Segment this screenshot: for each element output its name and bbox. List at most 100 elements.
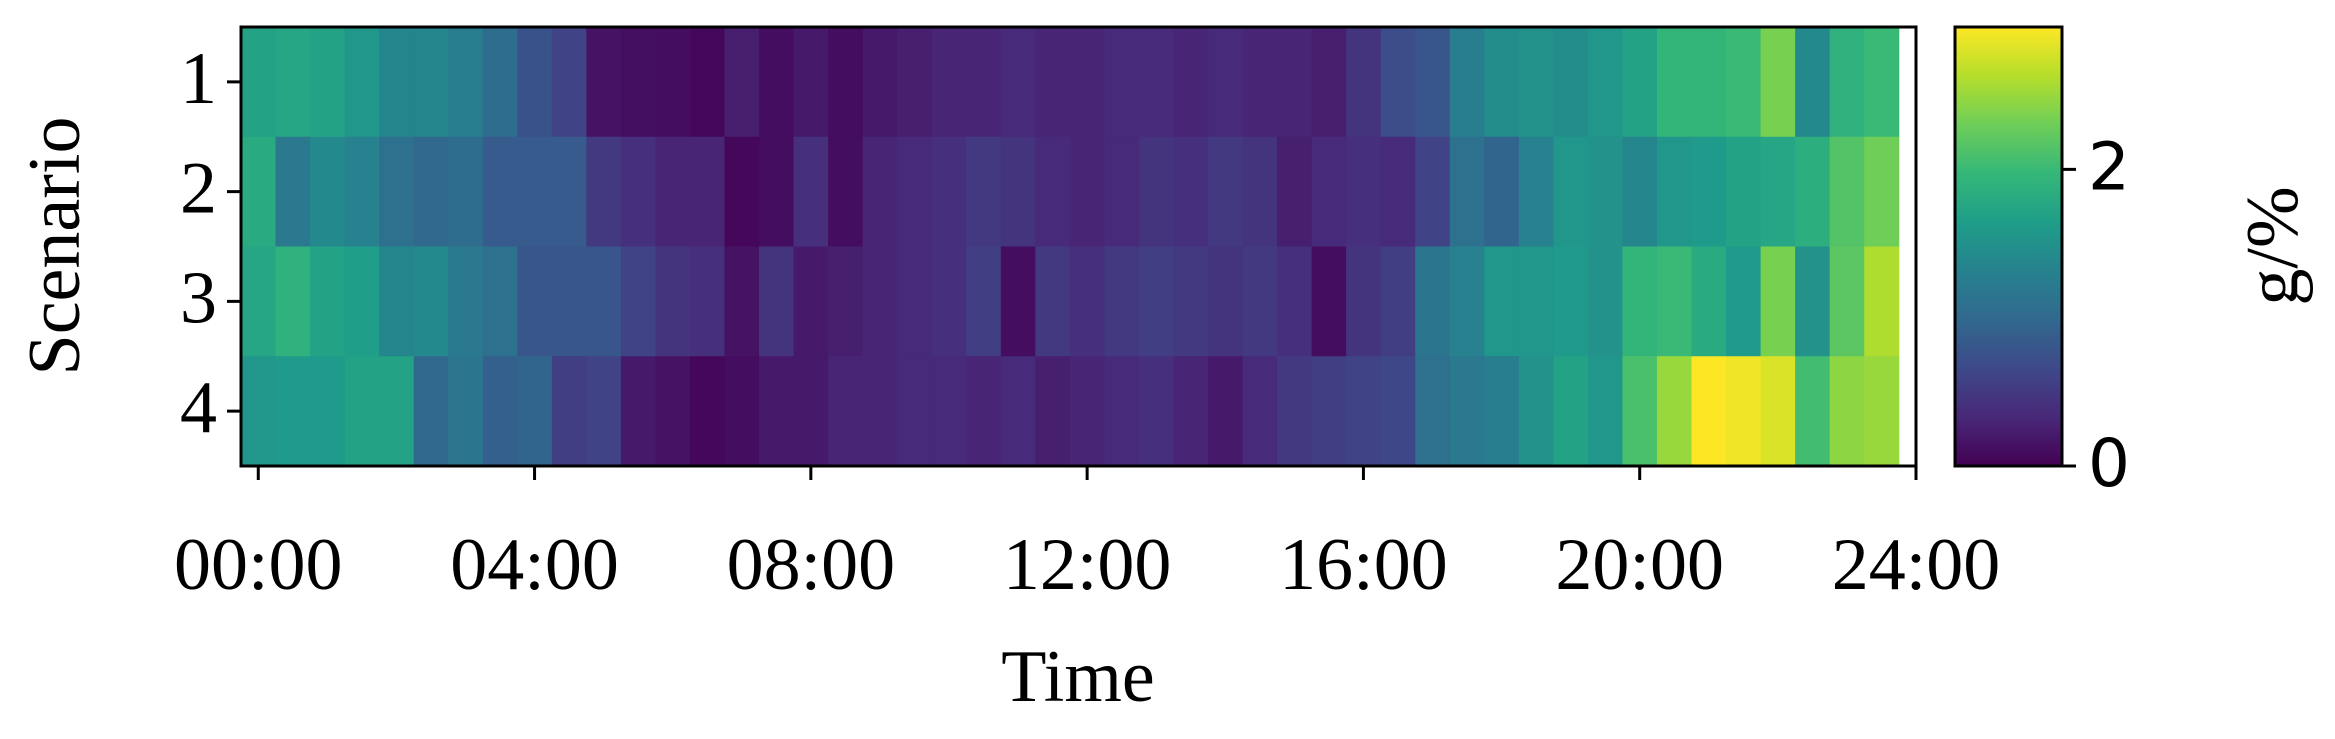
heatmap-cell	[1795, 136, 1831, 248]
heatmap-cell	[1311, 356, 1347, 467]
heatmap-cell	[1795, 356, 1831, 467]
heatmap-cell	[448, 356, 484, 467]
heatmap-cell	[1691, 356, 1727, 467]
heatmap-cell	[1415, 27, 1451, 138]
heatmap-cell	[1138, 356, 1175, 467]
heatmap-cell	[1726, 136, 1762, 248]
heatmap-cell	[1277, 136, 1313, 248]
heatmap-cell	[1035, 246, 1071, 357]
heatmap-cell	[1829, 136, 1865, 248]
heatmap-cell	[1104, 246, 1140, 357]
heatmap-cell	[551, 27, 587, 138]
heatmap-cell	[517, 136, 553, 248]
heatmap-cell	[1380, 136, 1416, 248]
heatmap-cell	[1000, 136, 1036, 248]
heatmap-cell	[1000, 246, 1036, 357]
heatmap-cell	[1311, 246, 1347, 357]
heatmap-cell	[620, 246, 657, 357]
heatmap-cell	[724, 356, 760, 467]
heatmap-cell	[1415, 246, 1451, 357]
heatmap-cell	[759, 27, 795, 138]
heatmap-cell	[482, 356, 518, 467]
heatmap-cell	[275, 356, 311, 467]
heatmap-cell	[1795, 27, 1831, 138]
heatmap-cell	[586, 356, 622, 467]
heatmap-cell	[759, 246, 795, 357]
heatmap-cell	[1277, 246, 1313, 357]
heatmap-cell	[1553, 246, 1589, 357]
heatmap-cell	[241, 246, 277, 357]
heatmap-cell	[931, 136, 967, 248]
heatmap-cell	[482, 27, 518, 138]
heatmap-cell	[482, 136, 518, 248]
heatmap-cell	[517, 356, 553, 467]
heatmap-cell	[1726, 27, 1762, 138]
heatmap-cell	[1208, 136, 1244, 248]
heatmap-cell	[793, 136, 829, 248]
heatmap-cell	[241, 27, 277, 138]
y-axis-label: Scenario	[14, 117, 96, 376]
heatmap-cell	[897, 136, 933, 248]
heatmap-cell	[862, 246, 898, 357]
heatmap-cell	[966, 356, 1002, 467]
heatmap-cell	[1449, 27, 1485, 138]
heatmap-cell	[828, 136, 864, 248]
heatmap-cell	[1587, 356, 1624, 467]
heatmap-cell	[1208, 27, 1244, 138]
heatmap-cell	[413, 136, 449, 248]
heatmap-cell	[828, 246, 864, 357]
heatmap-cell	[862, 356, 898, 467]
heatmap-cell	[1518, 27, 1554, 138]
heatmap-cell	[1449, 136, 1485, 248]
heatmap-cell	[655, 246, 691, 357]
x-tick-label: 00:00	[174, 524, 343, 606]
heatmap-cell	[1173, 246, 1209, 357]
heatmap-cell	[275, 136, 311, 248]
heatmap-cell	[1864, 246, 1900, 357]
heatmap-cell	[1829, 356, 1865, 467]
heatmap-cell	[1000, 27, 1036, 138]
heatmap-cell	[793, 356, 829, 467]
heatmap-cell	[1449, 356, 1485, 467]
heatmap-cell	[310, 246, 346, 357]
heatmap-cell	[448, 27, 484, 138]
heatmap-cell	[1587, 136, 1624, 248]
heatmap-cell	[759, 356, 795, 467]
heatmap-cell	[620, 27, 657, 138]
heatmap-cell	[897, 27, 933, 138]
heatmap-cell	[1035, 136, 1071, 248]
heatmap-cell	[275, 246, 311, 357]
y-tick-label: 3	[180, 257, 217, 339]
heatmap-cell	[1587, 27, 1624, 138]
heatmap-cell	[1760, 356, 1796, 467]
heatmap-cell	[1864, 356, 1900, 467]
x-tick-label: 04:00	[450, 524, 619, 606]
heatmap-cell	[1656, 356, 1693, 467]
heatmap-cell	[1104, 27, 1140, 138]
heatmap-cell	[1173, 356, 1209, 467]
heatmap-cell	[897, 356, 933, 467]
heatmap-cell	[1656, 27, 1693, 138]
y-tick-label: 1	[180, 38, 217, 120]
heatmap-cell	[1069, 246, 1106, 357]
heatmap-cell	[1346, 136, 1382, 248]
heatmap-cell	[1242, 27, 1278, 138]
heatmap-cell	[724, 27, 760, 138]
heatmap-cell	[310, 27, 346, 138]
heatmap-cell	[379, 27, 415, 138]
heatmap-cell	[1484, 356, 1520, 467]
x-tick-label: 16:00	[1279, 524, 1448, 606]
heatmap-cell	[1622, 356, 1658, 467]
heatmap-cell	[655, 136, 691, 248]
heatmap-cell	[1587, 246, 1624, 357]
x-tick-label: 20:00	[1555, 524, 1724, 606]
heatmap-cell	[620, 356, 657, 467]
heatmap-cell	[724, 246, 760, 357]
heatmap-cell	[482, 246, 518, 357]
heatmap-cell	[1069, 356, 1106, 467]
heatmap-cell	[793, 246, 829, 357]
heatmap-cell	[1277, 27, 1313, 138]
heatmap-cell	[551, 356, 587, 467]
heatmap-cell	[689, 136, 726, 248]
